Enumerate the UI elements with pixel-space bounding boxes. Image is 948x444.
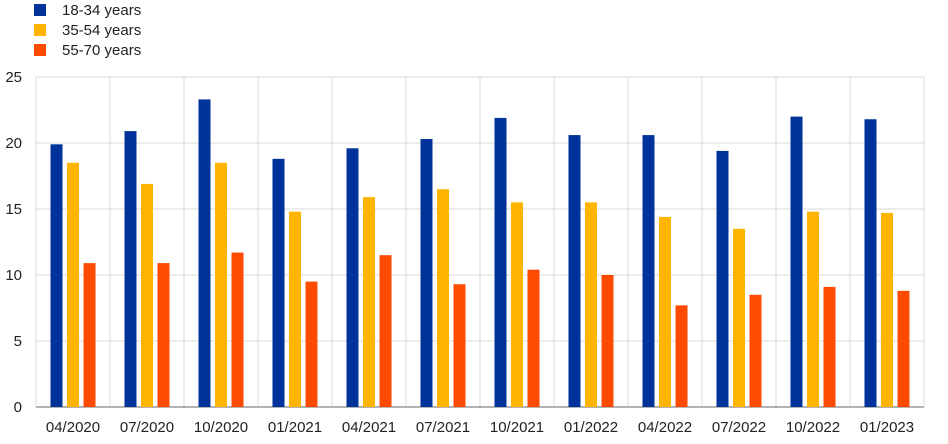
legend-label-55-70: 55-70 years <box>62 41 142 59</box>
bar-35-54-years-07-2020 <box>141 183 153 407</box>
y-tick-label: 20 <box>5 135 22 152</box>
bar-55-70-years-07-2022 <box>749 294 762 407</box>
bar-18-34-years-07-2022 <box>716 150 729 408</box>
bar-35-54-years-01-2022 <box>585 202 597 407</box>
bar-55-70-years-10-2021 <box>527 269 540 407</box>
bar-35-54-years-04-2022 <box>659 216 671 407</box>
bar-18-34-years-04-2021 <box>346 148 359 407</box>
bar-35-54-years-10-2022 <box>807 211 819 407</box>
bar-55-70-years-04-2022 <box>675 305 688 407</box>
y-tick-label: 15 <box>5 201 22 218</box>
legend-label-18-34: 18-34 years <box>62 1 142 19</box>
x-tick-label: 10/2021 <box>490 419 544 436</box>
bar-18-34-years-07-2020 <box>124 131 137 407</box>
x-tick-label: 07/2020 <box>120 419 174 436</box>
bar-35-54-years-10-2021 <box>511 202 523 407</box>
x-tick-label: 01/2023 <box>860 419 914 436</box>
bar-18-34-years-10-2021 <box>494 117 507 408</box>
legend-item-35-54: 35-54 years <box>34 20 141 40</box>
bar-35-54-years-07-2022 <box>733 228 745 407</box>
y-tick-label: 25 <box>5 69 22 86</box>
bar-55-70-years-10-2022 <box>823 286 836 407</box>
bar-35-54-years-10-2020 <box>215 162 227 407</box>
bar-18-34-years-10-2020 <box>198 99 211 407</box>
legend-swatch-55-70 <box>34 44 46 56</box>
bar-55-70-years-01-2021 <box>305 281 318 407</box>
bar-35-54-years-04-2021 <box>363 197 375 407</box>
y-tick-label: 10 <box>5 267 22 284</box>
bar-55-70-years-04-2021 <box>379 255 392 407</box>
bar-55-70-years-01-2022 <box>601 275 614 407</box>
bar-18-34-years-07-2021 <box>420 139 433 408</box>
bar-18-34-years-01-2023 <box>864 119 877 408</box>
x-tick-label: 10/2022 <box>786 419 840 436</box>
x-tick-label: 07/2022 <box>712 419 766 436</box>
bar-55-70-years-04-2020 <box>83 263 96 407</box>
bar-18-34-years-04-2022 <box>642 135 655 407</box>
x-tick-label: 01/2022 <box>564 419 618 436</box>
x-tick-label: 04/2020 <box>46 419 100 436</box>
bar-18-34-years-01-2021 <box>272 158 285 407</box>
bar-35-54-years-04-2020 <box>67 162 79 407</box>
bar-35-54-years-01-2021 <box>289 211 301 407</box>
bar-55-70-years-01-2023 <box>897 290 910 407</box>
bar-35-54-years-01-2023 <box>881 212 893 407</box>
x-tick-label: 04/2022 <box>638 419 692 436</box>
x-tick-label: 01/2021 <box>268 419 322 436</box>
bar-55-70-years-07-2021 <box>453 284 466 407</box>
x-tick-label: 04/2021 <box>342 419 396 436</box>
legend-swatch-35-54 <box>34 24 46 36</box>
legend: 18-34 years 35-54 years 55-70 years <box>34 0 141 60</box>
y-tick-label: 5 <box>14 333 22 350</box>
bar-18-34-years-04-2020 <box>50 144 63 407</box>
y-tick-label: 0 <box>14 399 22 416</box>
bar-35-54-years-07-2021 <box>437 189 449 407</box>
legend-label-35-54: 35-54 years <box>62 21 142 39</box>
bar-55-70-years-07-2020 <box>157 263 170 407</box>
bar-55-70-years-10-2020 <box>231 252 244 407</box>
bar-18-34-years-01-2022 <box>568 135 581 407</box>
bar-18-34-years-10-2022 <box>790 116 803 407</box>
x-tick-label: 07/2021 <box>416 419 470 436</box>
x-tick-label: 10/2020 <box>194 419 248 436</box>
legend-swatch-18-34 <box>34 4 46 16</box>
legend-item-55-70: 55-70 years <box>34 40 141 60</box>
legend-item-18-34: 18-34 years <box>34 0 141 20</box>
